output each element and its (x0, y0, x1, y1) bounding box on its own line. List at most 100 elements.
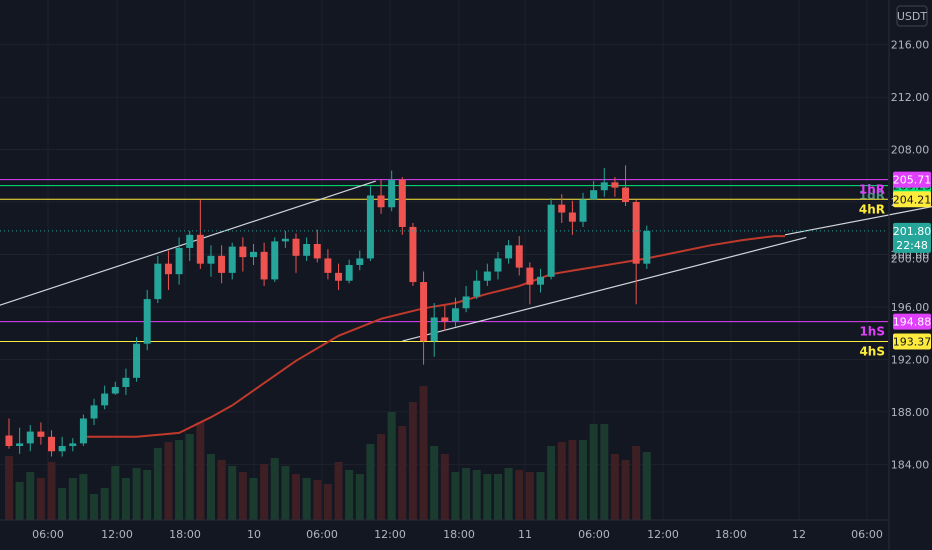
candle[interactable] (122, 368, 130, 395)
candle-body (48, 436, 56, 452)
candle-body (111, 386, 119, 394)
time-axis[interactable]: 06:00 12:00 18:00 10 06:00 12:00 18:00 11 06:00 1… (0, 519, 889, 541)
volume-bar (90, 494, 99, 520)
candle[interactable] (483, 263, 491, 286)
candle[interactable] (239, 237, 247, 272)
candle[interactable] (26, 425, 34, 452)
candle[interactable] (398, 177, 406, 235)
candle[interactable] (79, 414, 87, 447)
candle[interactable] (218, 245, 226, 284)
candle[interactable] (547, 198, 555, 280)
volume-bar (175, 440, 184, 520)
candle-body (494, 258, 502, 272)
candle[interactable] (196, 199, 204, 269)
candle[interactable] (175, 237, 183, 285)
candle[interactable] (69, 438, 77, 452)
trend-line[interactable] (784, 176, 932, 236)
candle[interactable] (335, 263, 343, 290)
volume-bar (196, 422, 205, 520)
volume-bar (206, 454, 215, 520)
candle[interactable] (207, 245, 215, 277)
volume-bar (632, 446, 641, 520)
candle[interactable] (558, 194, 566, 224)
candle[interactable] (526, 262, 534, 305)
candle[interactable] (111, 381, 119, 395)
volume-bar (621, 460, 630, 520)
candle[interactable] (281, 230, 289, 248)
candle-body (356, 258, 364, 265)
candle[interactable] (303, 237, 311, 262)
price-tags: 205.25205.71204.21194.88193.37201.8022:4… (893, 171, 932, 350)
candle-body (26, 431, 34, 444)
candle[interactable] (345, 259, 353, 284)
candle-body (568, 212, 576, 222)
candle[interactable] (186, 230, 194, 262)
candle-body (58, 446, 66, 452)
candle-body (218, 255, 226, 273)
candle[interactable] (622, 165, 630, 206)
level-price-tag: 193.37 (893, 333, 932, 350)
candle[interactable] (58, 436, 66, 457)
candle[interactable] (643, 225, 651, 269)
price-tag-text: 193.37 (893, 335, 932, 348)
candle[interactable] (611, 177, 619, 197)
price-tag-text: 201.80 (893, 225, 932, 238)
candle[interactable] (462, 285, 470, 313)
volume-bar (610, 454, 619, 520)
candle[interactable] (568, 200, 576, 235)
candle[interactable] (537, 268, 544, 293)
candle[interactable] (249, 244, 257, 265)
candle[interactable] (632, 199, 640, 305)
candle[interactable] (292, 233, 300, 273)
candle[interactable] (260, 242, 268, 286)
candle[interactable] (101, 385, 109, 410)
candle[interactable] (505, 240, 513, 264)
candle[interactable] (133, 337, 141, 382)
price-tag-text: 205.71 (893, 174, 932, 187)
candle[interactable] (377, 179, 385, 214)
candle[interactable] (515, 236, 523, 276)
price-tick-label: 192.00 (891, 353, 930, 366)
level-price-tag: 205.71 (893, 171, 932, 188)
candle[interactable] (451, 297, 459, 327)
time-tick-label: 10 (247, 528, 261, 541)
ma-line (83, 235, 785, 438)
candle[interactable] (5, 418, 13, 449)
candle[interactable] (324, 249, 332, 280)
candle[interactable] (579, 192, 587, 227)
candle[interactable] (366, 186, 374, 262)
candle[interactable] (37, 422, 45, 445)
candle[interactable] (48, 430, 56, 457)
candle[interactable] (16, 427, 24, 454)
currency-badge[interactable]: USDT (896, 5, 928, 27)
grid (0, 0, 888, 520)
price-axis[interactable]: 184.00188.00192.00196.00200.00204.00208.… (888, 0, 930, 550)
candle[interactable] (473, 270, 481, 300)
candle[interactable] (90, 398, 98, 426)
candle[interactable] (271, 237, 279, 283)
time-tick-label: 18:00 (169, 528, 201, 541)
candle[interactable] (164, 250, 172, 290)
volume-bar (408, 402, 417, 520)
candle-body (239, 246, 247, 258)
trend-line[interactable] (402, 236, 807, 342)
candle[interactable] (154, 255, 162, 304)
candle[interactable] (228, 242, 236, 280)
candle[interactable] (590, 181, 598, 200)
candle[interactable] (356, 250, 364, 271)
candle[interactable] (409, 223, 417, 286)
candles[interactable] (5, 165, 651, 457)
candle[interactable] (600, 167, 608, 197)
candle[interactable] (430, 303, 438, 357)
candle[interactable] (388, 170, 396, 212)
candle[interactable] (441, 305, 449, 331)
candle[interactable] (420, 271, 428, 365)
candle-body (579, 199, 587, 222)
candle[interactable] (313, 229, 321, 263)
volume-bar (228, 466, 237, 520)
candle[interactable] (143, 289, 151, 351)
candle[interactable] (494, 251, 502, 280)
volume-bar (419, 386, 428, 520)
